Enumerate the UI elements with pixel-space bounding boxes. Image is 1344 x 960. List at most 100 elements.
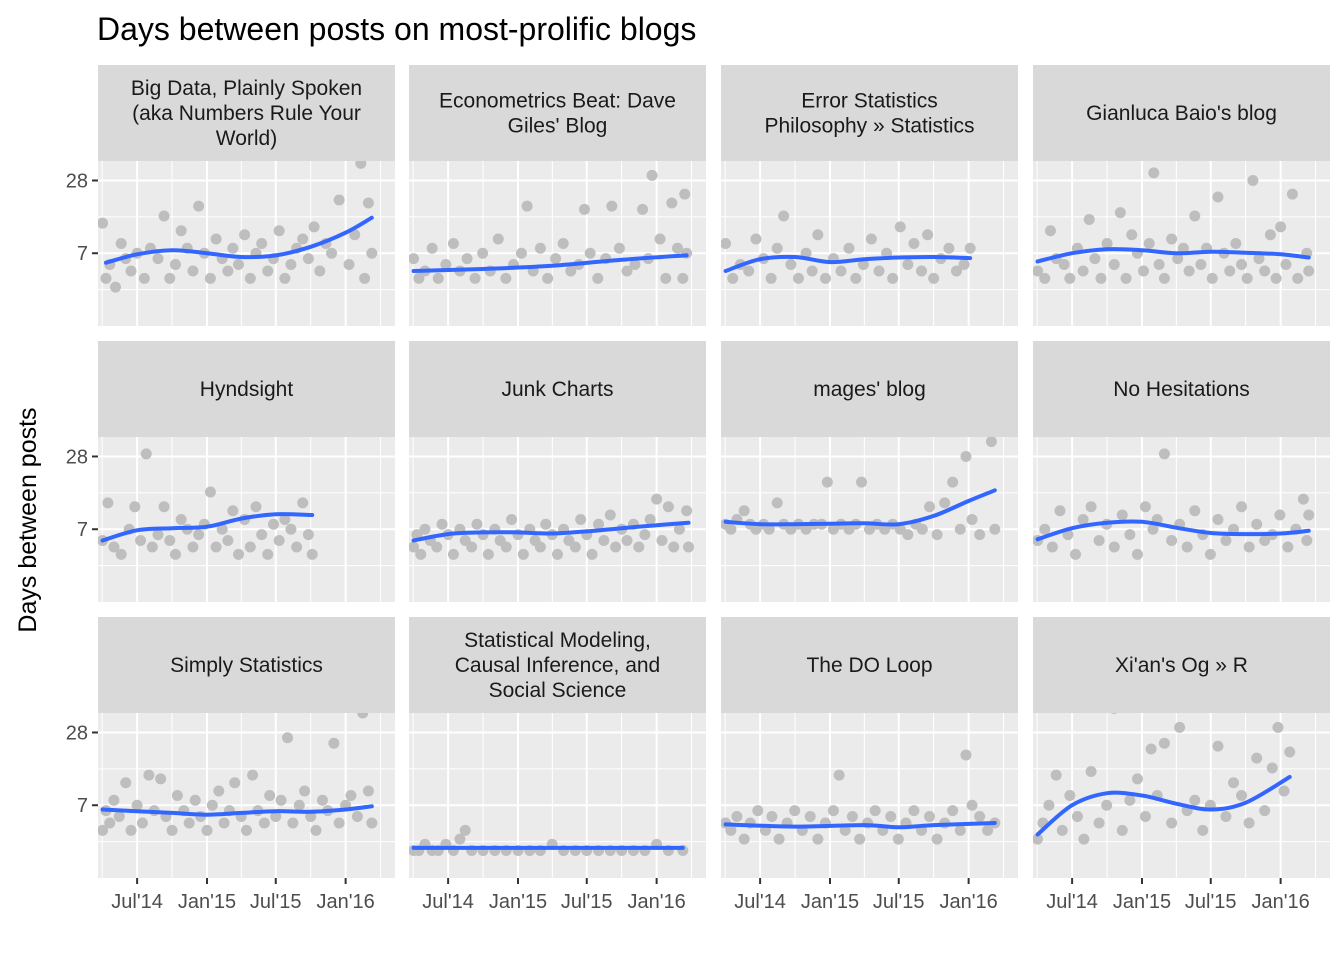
data-point xyxy=(351,811,363,823)
data-point xyxy=(1251,752,1263,764)
data-point xyxy=(637,203,649,215)
data-point xyxy=(308,221,320,233)
x-tick-label: Jul'14 xyxy=(422,891,474,913)
data-point xyxy=(1158,737,1170,749)
data-point xyxy=(565,265,577,277)
data-point xyxy=(765,272,777,284)
plot-panel xyxy=(409,437,706,602)
data-point xyxy=(293,799,305,811)
data-point xyxy=(1243,817,1255,829)
x-tick-label: Jan'15 xyxy=(1113,891,1171,913)
x-tick-label: Jul'15 xyxy=(250,891,302,913)
data-point xyxy=(201,824,213,836)
facet-title: Philosophy » Statistics xyxy=(764,115,974,138)
data-point xyxy=(1143,238,1155,249)
data-point xyxy=(1108,541,1120,553)
data-point xyxy=(982,824,994,836)
data-point xyxy=(210,233,222,245)
data-point xyxy=(306,548,318,560)
data-point xyxy=(606,200,618,212)
data-point xyxy=(1108,259,1120,271)
data-point xyxy=(1212,191,1224,203)
data-point xyxy=(314,265,326,277)
data-point xyxy=(366,817,378,829)
data-points xyxy=(409,493,695,560)
x-tick-label: Jan'16 xyxy=(627,891,685,913)
data-point xyxy=(683,541,695,553)
data-point xyxy=(506,514,518,525)
data-point xyxy=(924,501,936,513)
data-point xyxy=(152,529,164,541)
data-point xyxy=(113,811,125,823)
data-point xyxy=(515,247,527,259)
data-point xyxy=(1189,505,1201,517)
data-point xyxy=(333,817,345,829)
data-point xyxy=(604,509,616,521)
facet-strip xyxy=(409,341,706,437)
data-point xyxy=(1280,259,1292,271)
data-point xyxy=(557,238,569,249)
data-point xyxy=(1033,265,1044,277)
data-point xyxy=(1058,259,1070,271)
data-point xyxy=(819,272,831,284)
data-point xyxy=(752,805,764,817)
data-point xyxy=(673,523,685,535)
data-point xyxy=(1071,811,1083,823)
data-point xyxy=(633,541,645,553)
data-point xyxy=(1056,824,1068,836)
data-point xyxy=(1148,167,1160,179)
data-point xyxy=(850,272,862,284)
data-point xyxy=(169,259,181,271)
data-point xyxy=(1303,265,1315,277)
data-point xyxy=(1174,721,1186,733)
data-point xyxy=(966,799,978,811)
data-point xyxy=(206,799,218,811)
data-point xyxy=(419,523,431,535)
data-point xyxy=(827,805,839,817)
data-point xyxy=(326,247,338,259)
plot-panel xyxy=(721,713,1018,878)
data-point xyxy=(804,811,816,823)
facet-strip xyxy=(98,617,395,713)
data-point xyxy=(104,817,116,829)
data-point xyxy=(873,265,885,277)
data-point xyxy=(1264,229,1276,241)
data-point xyxy=(725,824,737,836)
data-point xyxy=(1183,265,1195,277)
data-point xyxy=(1204,548,1216,560)
data-point xyxy=(960,749,972,761)
data-point xyxy=(431,541,443,553)
y-tick-label: 7 xyxy=(77,519,88,541)
data-point xyxy=(440,259,452,271)
data-point xyxy=(1272,721,1284,733)
smooth-line xyxy=(104,215,374,265)
data-point xyxy=(233,548,245,560)
data-point xyxy=(1284,746,1296,758)
data-point xyxy=(854,833,866,845)
data-point xyxy=(1158,448,1170,460)
data-point xyxy=(102,497,114,509)
data-point xyxy=(492,233,504,245)
data-point xyxy=(843,242,855,254)
data-point xyxy=(668,541,680,553)
data-point xyxy=(908,805,920,817)
data-point xyxy=(789,805,801,817)
data-point xyxy=(639,529,651,541)
data-point xyxy=(629,259,641,271)
data-point xyxy=(328,737,340,749)
data-point xyxy=(592,272,604,284)
smooth-line xyxy=(723,254,973,273)
facet-strip xyxy=(409,65,706,161)
data-point xyxy=(183,817,195,829)
data-point xyxy=(833,769,845,781)
data-point xyxy=(1116,509,1128,521)
facet-strip xyxy=(721,65,1018,161)
data-point xyxy=(738,505,750,517)
data-point xyxy=(552,548,563,560)
facet-strip xyxy=(409,617,706,713)
data-point xyxy=(887,272,899,284)
data-point xyxy=(534,242,546,254)
data-point xyxy=(345,790,357,801)
data-point xyxy=(222,265,234,277)
